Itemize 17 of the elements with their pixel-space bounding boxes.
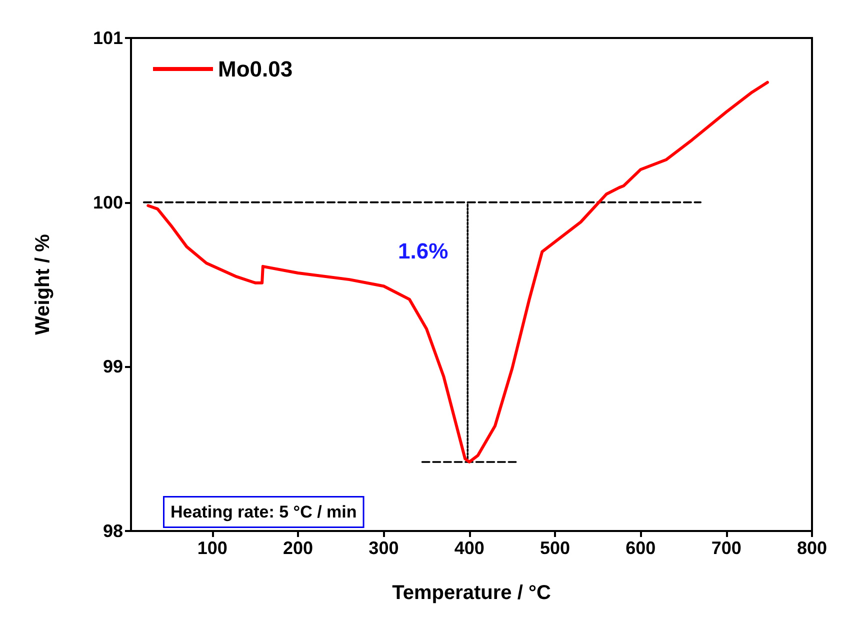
x-tick-label: 300	[368, 538, 399, 558]
x-tick-label: 500	[540, 538, 570, 558]
y-axis-title: Weight / %	[32, 234, 54, 335]
x-tick-label: 400	[454, 538, 484, 558]
x-axis-title: Temperature / °C	[392, 582, 551, 604]
x-tick-label: 600	[626, 538, 656, 558]
x-tick-label: 200	[283, 538, 314, 558]
x-tick-label: 800	[796, 538, 828, 558]
x-tick-label: 100	[197, 538, 228, 558]
annotation: 1.6%	[398, 238, 448, 264]
y-tick-label: 99	[102, 356, 123, 377]
y-tick-label: 98	[102, 521, 123, 541]
annotation: Heating rate: 5 °C / min	[170, 502, 357, 522]
x-tick-label: 700	[711, 538, 742, 558]
legend-label: Mo0.03	[218, 56, 293, 82]
y-tick-label: 101	[92, 28, 123, 48]
y-tick-label: 100	[92, 192, 123, 212]
